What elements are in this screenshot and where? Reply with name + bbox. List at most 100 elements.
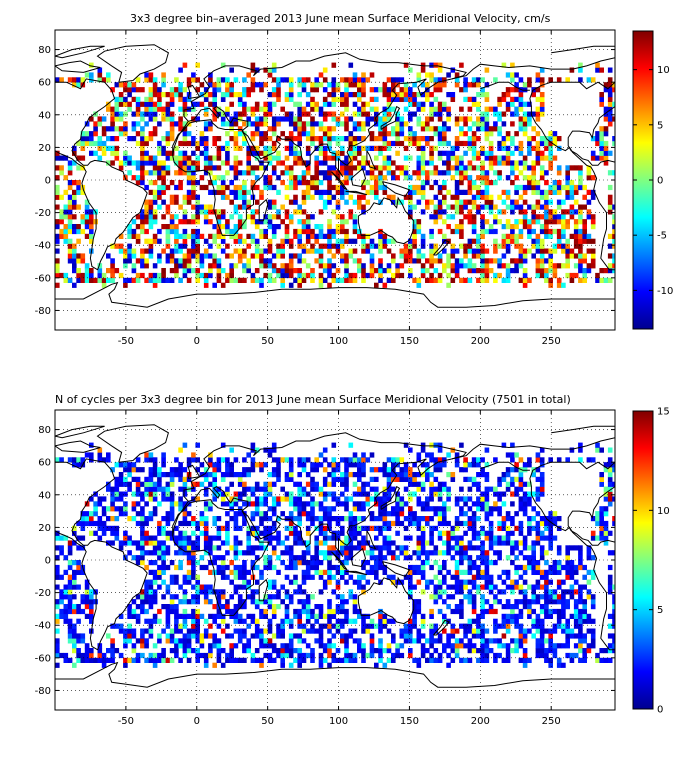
bin-cell — [195, 140, 200, 147]
bin-cell — [484, 268, 490, 274]
bin-cell — [361, 277, 366, 283]
bin-cell — [357, 486, 362, 492]
bin-cell — [327, 194, 332, 200]
bin-cell — [352, 121, 358, 127]
bin-cell — [165, 486, 171, 492]
bin-cell — [225, 170, 230, 176]
bin-cell — [344, 199, 349, 205]
bin-cell — [552, 180, 558, 186]
bin-cell — [186, 77, 192, 83]
bin-cell — [437, 253, 443, 259]
bin-cell — [374, 648, 379, 654]
bin-cell — [327, 643, 332, 649]
bin-cell — [174, 77, 179, 83]
bin-cell — [442, 106, 447, 112]
bin-cell — [463, 131, 468, 137]
bin-cell — [144, 564, 149, 571]
bin-cell — [501, 145, 507, 151]
bin-cell — [148, 92, 154, 98]
bin-cell — [344, 277, 349, 283]
bin-cell — [442, 579, 447, 585]
bin-cell — [97, 652, 103, 659]
bin-cell — [63, 277, 69, 283]
bin-cell — [174, 574, 179, 580]
bin-cell — [229, 82, 234, 88]
bin-cell — [254, 131, 260, 137]
bin-cell — [169, 501, 175, 507]
bin-cell — [599, 92, 604, 98]
bin-cell — [395, 457, 400, 463]
bin-cell — [382, 155, 388, 161]
bin-cell — [340, 194, 345, 200]
bin-cell — [505, 238, 511, 244]
bin-cell — [254, 82, 260, 88]
bin-cell — [250, 82, 256, 88]
bin-cell — [254, 145, 260, 151]
bin-cell — [467, 126, 473, 132]
bin-cell — [297, 101, 302, 107]
bin-cell — [89, 516, 94, 522]
bin-cell — [127, 253, 132, 259]
bin-cell — [161, 525, 166, 531]
bin-cell — [63, 535, 69, 541]
bin-cell — [259, 233, 264, 239]
bin-cell — [76, 228, 81, 235]
bin-cell — [157, 228, 162, 235]
bin-cell — [327, 652, 332, 659]
bin-cell — [412, 204, 417, 210]
bin-cell — [267, 579, 273, 585]
bin-cell — [348, 214, 354, 220]
bin-cell — [531, 253, 536, 259]
bin-cell — [123, 540, 128, 546]
bin-cell — [288, 77, 294, 83]
bin-cell — [391, 277, 396, 283]
bin-cell — [72, 623, 77, 629]
bin-cell — [280, 628, 285, 634]
bin-cell — [416, 116, 422, 122]
bin-cell — [442, 233, 447, 239]
bin-cell — [182, 501, 188, 507]
bin-cell — [399, 116, 405, 122]
bin-cell — [352, 628, 358, 634]
bin-cell — [212, 613, 217, 619]
bin-cell — [365, 496, 371, 502]
bin-cell — [510, 224, 515, 230]
bin-cell — [140, 496, 145, 502]
bin-cell — [340, 472, 345, 478]
bin-cell — [301, 258, 307, 264]
bin-cell — [408, 496, 413, 502]
bin-cell — [548, 145, 553, 151]
bin-cell — [233, 175, 239, 181]
bin-cell — [178, 540, 183, 546]
bin-cell — [263, 560, 268, 566]
bin-cell — [276, 496, 281, 502]
bin-cell — [280, 282, 285, 288]
bin-cell — [229, 613, 234, 619]
bin-cell — [344, 560, 349, 566]
bin-cell — [548, 214, 553, 220]
bin-cell — [288, 268, 294, 274]
bin-cell — [233, 140, 239, 147]
bin-cell — [89, 657, 94, 663]
bin-cell — [229, 496, 234, 502]
bin-cell — [454, 165, 460, 171]
bin-cell — [123, 101, 128, 107]
bin-cell — [340, 569, 345, 575]
bin-cell — [365, 491, 371, 497]
bin-cell — [280, 219, 285, 225]
bin-cell — [314, 457, 319, 463]
bin-cell — [271, 594, 277, 600]
bin-cell — [501, 111, 507, 117]
bin-cell — [280, 599, 285, 605]
bin-cell — [127, 101, 132, 107]
bin-cell — [314, 136, 319, 142]
bin-cell — [250, 594, 256, 600]
bin-cell — [199, 516, 205, 522]
bin-cell — [195, 623, 200, 629]
bin-cell — [382, 136, 388, 142]
bin-cell — [331, 263, 337, 269]
bin-cell — [340, 491, 345, 497]
bin-cell — [55, 457, 60, 463]
bin-cell — [459, 584, 464, 590]
bin-cell — [174, 155, 179, 161]
